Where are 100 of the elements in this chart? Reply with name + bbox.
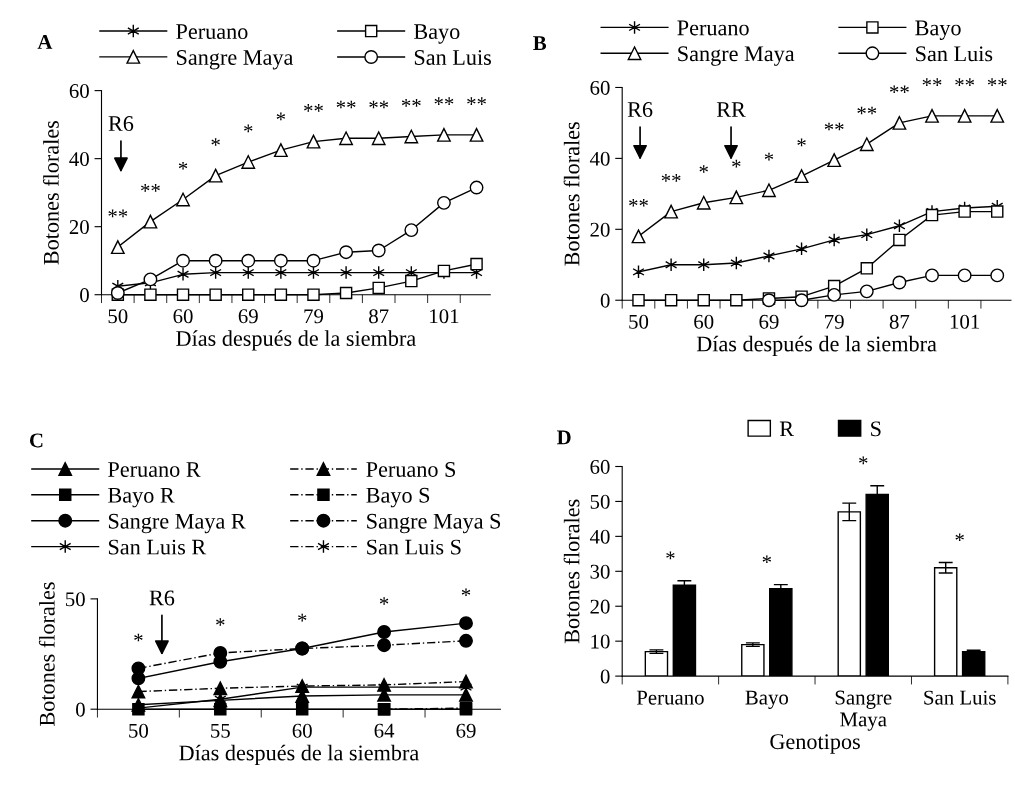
annotation: * [178,161,188,170]
y-tick-label: 60 [590,80,610,95]
annotation: * [955,533,964,542]
legend-label: Sangre Maya [678,46,795,66]
annotation: * [216,618,225,626]
text: * [859,456,868,465]
legend-label: R [779,421,795,437]
legend-label: San Luis S [367,539,461,555]
annotation: R6 [108,116,134,132]
annotation: * [764,152,774,161]
legend-label: San Luis [916,46,993,62]
annotation: * [244,124,253,133]
y-tick-label: 10 [591,634,610,649]
y-tick-label: 40 [589,151,610,166]
y-tick-label: 0 [600,293,610,308]
chart-title: D [556,430,571,445]
y-tick-label: 40 [589,529,610,544]
annotation: * [762,555,772,564]
y-tick-label: 20 [590,222,610,237]
annotation: ** [824,122,844,131]
annotation: * [298,613,307,622]
text: * [461,588,471,597]
annotation: ** [369,100,389,109]
y-tick-label: 0 [600,669,610,684]
x-tick-label: 87 [889,314,910,329]
legend-label: Peruano S [366,462,456,477]
chart-title: A [37,34,53,49]
x-tick-label: Peruano [636,690,704,705]
y-axis-title: Botones florales [38,582,55,726]
annotation: ** [629,198,648,207]
y-axis-title: Botones florales [563,499,580,644]
x-tick-label: 69 [456,723,476,738]
x-tick-label: 50 [129,723,149,738]
annotation: ** [857,106,877,115]
annotation: ** [304,104,323,112]
legend-label: Sangre Maya R [108,513,246,534]
annotation: * [134,633,143,642]
annotation: ** [890,85,909,94]
legend-label: Bayo S [366,487,430,508]
x-tick-label: Bayo [745,690,789,709]
y-axis-title: Botones florales [42,120,59,265]
x-tick-label: San Luis [924,690,996,705]
x-tick-label: 60 [173,309,193,324]
annotation: ** [434,97,454,105]
annotation: * [732,159,741,168]
y-tick-label: 50 [590,494,610,509]
annotation: RR [716,102,746,117]
y-tick-label: 60 [69,83,89,99]
annotation: * [666,551,675,560]
x-axis-title: Genotipos [770,734,860,754]
y-tick-label: 0 [76,702,85,717]
x-tick-label: 60 [694,314,714,329]
annotation: * [276,112,286,121]
y-tick-label: 40 [69,152,89,167]
x-tick-label: 101 [950,314,979,329]
chart-title: B [533,36,547,50]
chart-title: C [29,433,43,448]
x-tick-label: 64 [374,723,395,738]
legend-label: Sangre Maya [177,49,294,70]
annotation: ** [401,99,421,107]
annotation: R6 [627,102,653,117]
legend-label: Sangre Maya S [367,513,501,534]
x-tick-label: 50 [108,309,128,324]
annotation: * [379,597,389,605]
legend-label: Peruano R [108,462,201,477]
x-axis-title: Días después de la siembra [176,330,416,351]
legend-label: Peruano [176,24,248,40]
x-tick-label: 69 [759,314,779,329]
x-axis-title: Días después de la siembra [696,335,937,356]
y-tick-label: 50 [66,592,85,607]
x-tick-label: 87 [369,309,389,324]
text: ** [922,78,942,86]
legend-label: S [871,421,881,437]
x-axis-title: Días después de la siembra [179,744,419,765]
legend-label: Peruano [677,20,749,36]
x-tick-label: 101 [430,309,459,324]
x-tick-label: 69 [238,309,258,324]
y-tick-label: 20 [69,220,89,235]
text: ** [987,78,1007,86]
text: ** [955,78,975,86]
y-tick-label: 0 [80,288,89,303]
legend-label: Bayo [414,24,460,44]
annotation: ** [661,174,681,182]
annotation: * [797,138,806,147]
legend-label: Bayo R [108,488,175,508]
x-tick-label: 79 [304,309,324,324]
x-tick-label: 60 [292,723,312,738]
annotation: ** [108,209,128,218]
y-axis-title: Botones florales [563,122,580,266]
x-tick-label: 55 [211,723,230,738]
y-tick-label: 30 [590,564,610,579]
annotation: ** [141,184,160,192]
legend-label: San Luis [414,50,491,65]
x-tick-label: 50 [629,314,649,329]
x-tick-label: Sangre Maya [835,690,892,731]
annotation: R6 [149,590,175,606]
x-tick-label: 79 [825,314,844,329]
annotation: ** [467,97,486,105]
y-tick-label: 20 [590,599,610,614]
legend-label: San Luis R [108,539,207,555]
